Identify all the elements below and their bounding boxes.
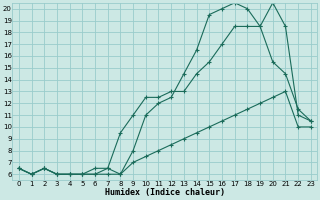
X-axis label: Humidex (Indice chaleur): Humidex (Indice chaleur) xyxy=(105,188,225,197)
